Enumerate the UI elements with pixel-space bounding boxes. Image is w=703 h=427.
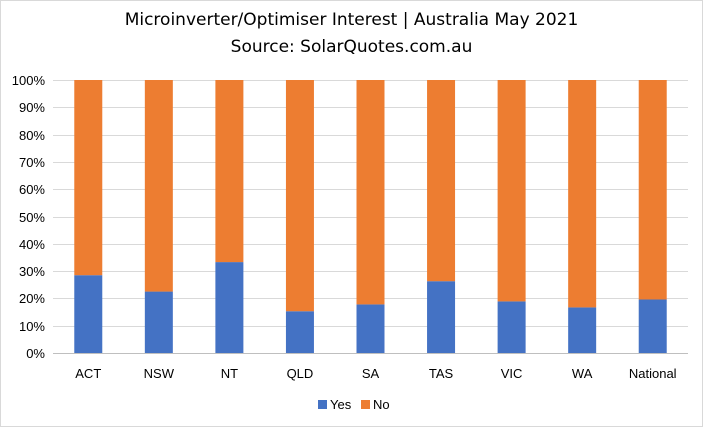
- bar-yes-tas: [427, 281, 456, 353]
- bar-yes-nt: [215, 262, 244, 353]
- y-tick-label: 60%: [19, 182, 45, 197]
- chart-subtitle: Source: SolarQuotes.com.au: [230, 37, 473, 57]
- y-tick-label: 0%: [26, 346, 45, 361]
- bar-no-tas: [427, 80, 456, 282]
- bar-no-nsw: [144, 80, 173, 292]
- x-tick-label: VIC: [501, 366, 523, 381]
- bar-no-national: [638, 80, 667, 300]
- bar-no-act: [74, 80, 103, 276]
- legend-swatch-yes: [318, 400, 327, 409]
- y-tick-label: 30%: [19, 264, 45, 279]
- bar-no-nt: [215, 80, 244, 263]
- y-tick-label: 40%: [19, 237, 45, 252]
- x-tick-label: WA: [572, 366, 593, 381]
- bar-yes-vic: [497, 301, 526, 353]
- x-tick-label: ACT: [75, 366, 101, 381]
- legend-swatch-no: [361, 400, 370, 409]
- chart-title: Microinverter/Optimiser Interest | Austr…: [124, 10, 579, 30]
- bar-yes-national: [638, 299, 667, 353]
- x-tick-label: SA: [362, 366, 380, 381]
- bar-no-sa: [356, 80, 385, 305]
- y-tick-label: 90%: [19, 100, 45, 115]
- x-tick-label: NSW: [144, 366, 175, 381]
- y-tick-label: 20%: [19, 291, 45, 306]
- bar-no-qld: [285, 80, 314, 312]
- y-tick-label: 80%: [19, 128, 45, 143]
- x-tick-label: QLD: [287, 366, 314, 381]
- bar-yes-act: [74, 275, 103, 353]
- x-tick-label: National: [629, 366, 677, 381]
- y-tick-label: 10%: [19, 319, 45, 334]
- bar-yes-sa: [356, 304, 385, 353]
- y-tick-label: 50%: [19, 210, 45, 225]
- y-tick-label: 70%: [19, 155, 45, 170]
- bar-yes-qld: [285, 311, 314, 353]
- y-tick-label: 100%: [12, 73, 46, 88]
- bar-yes-nsw: [144, 291, 173, 353]
- x-tick-label: TAS: [429, 366, 454, 381]
- legend-label-yes: Yes: [330, 397, 352, 412]
- bar-no-wa: [568, 80, 597, 308]
- bar-yes-wa: [568, 307, 597, 353]
- x-tick-label: NT: [221, 366, 238, 381]
- legend-label-no: No: [373, 397, 390, 412]
- bar-no-vic: [497, 80, 526, 302]
